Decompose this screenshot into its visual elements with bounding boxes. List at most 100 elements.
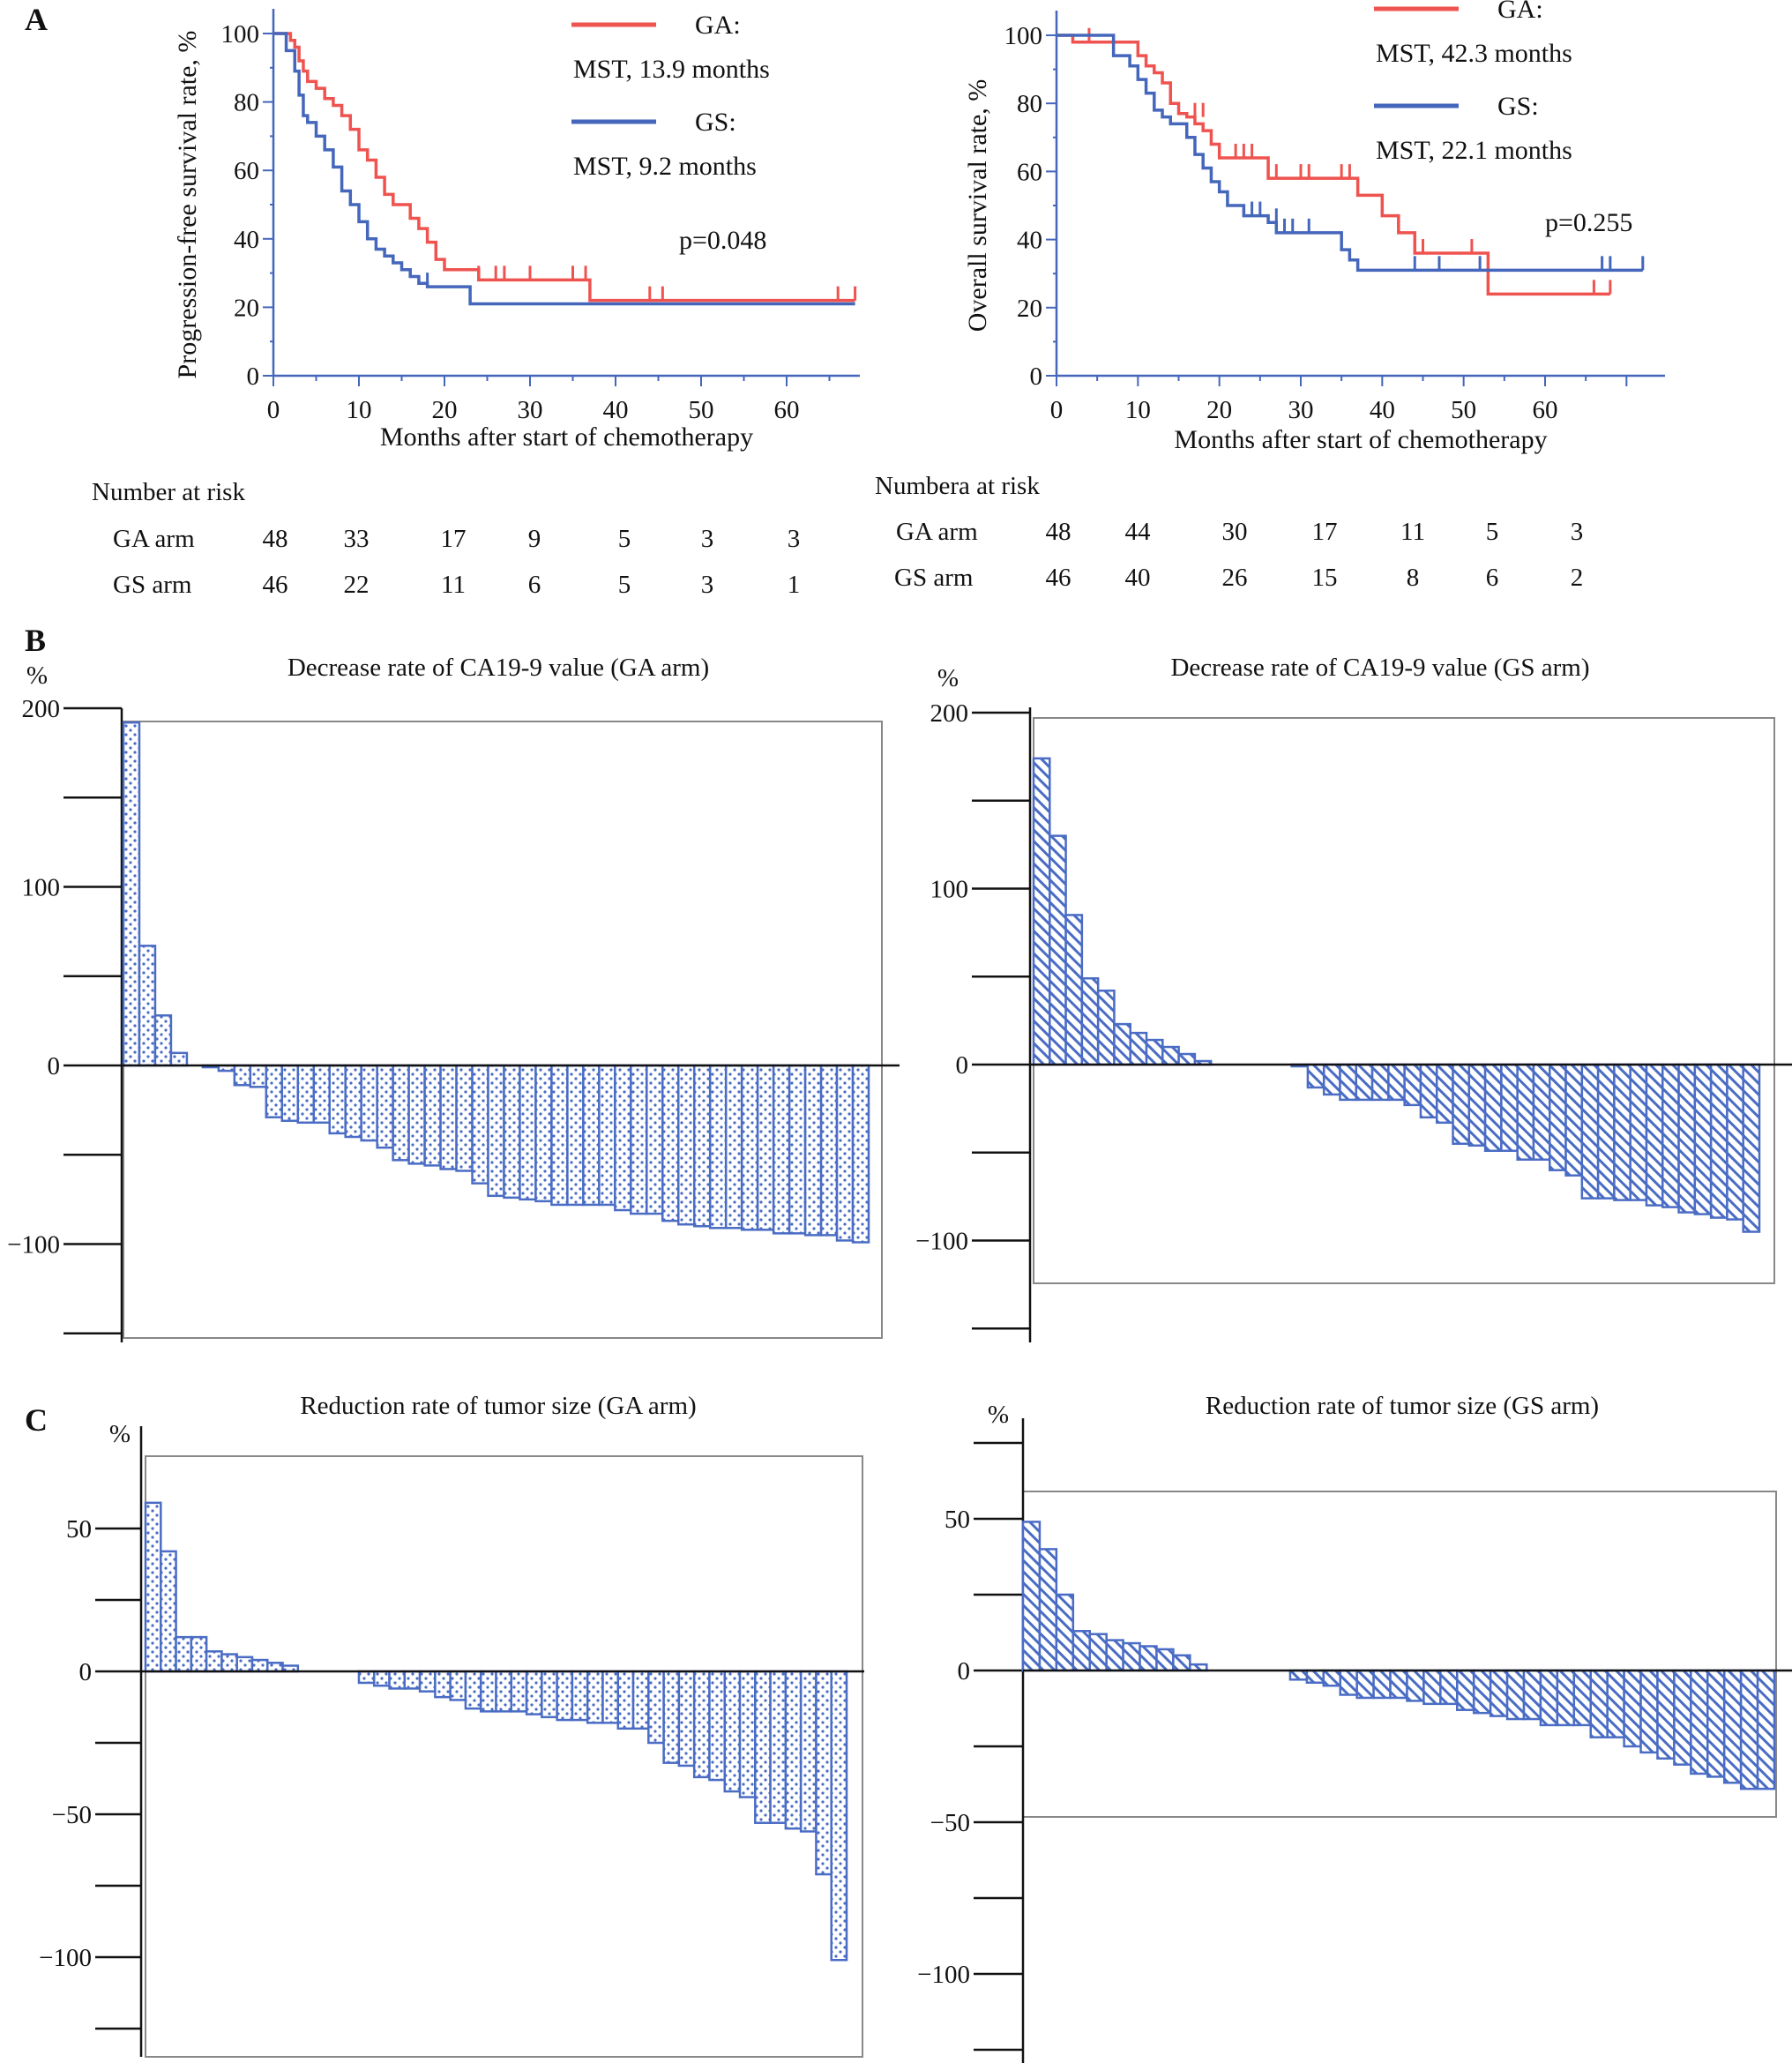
bar	[376, 1064, 394, 1149]
p-value: p=0.255	[1545, 208, 1632, 237]
bar	[1639, 1669, 1659, 1754]
bar	[754, 1670, 772, 1824]
risk-cell: 46	[263, 571, 288, 599]
bar	[1105, 1639, 1124, 1672]
y-tick-label: 200	[22, 695, 61, 723]
y-tick-label: 80	[234, 89, 259, 117]
risk-cell: 3	[701, 571, 714, 599]
risk-cell: 48	[263, 525, 288, 553]
bar	[392, 1064, 410, 1162]
y-tick-label: 50	[66, 1515, 92, 1544]
km-curve-gs	[273, 32, 855, 306]
bar	[598, 1064, 616, 1207]
bar	[312, 1064, 331, 1125]
km-curve-gs	[1057, 34, 1643, 273]
bar	[1355, 1669, 1375, 1700]
bar	[740, 1064, 759, 1231]
legend-mst: MST, 13.9 months	[573, 55, 770, 84]
y-tick-label: 100	[930, 876, 969, 904]
risk-cell: 22	[344, 571, 370, 599]
y-tick-label: −100	[39, 1944, 92, 1972]
bar	[160, 1550, 177, 1673]
y-tick-label: 0	[1030, 363, 1043, 391]
y-tick-label: −100	[7, 1231, 60, 1259]
bar	[582, 1064, 601, 1207]
bar	[510, 1670, 528, 1713]
y-tick-label: 20	[234, 294, 259, 322]
bar	[1406, 1669, 1425, 1702]
bar	[1661, 1063, 1680, 1208]
risk-cell: 1	[788, 571, 801, 599]
bar	[803, 1064, 823, 1237]
bar	[556, 1670, 574, 1722]
bar	[1139, 1645, 1158, 1672]
risk-cell: 5	[618, 571, 631, 599]
ca199-gs-chart: Decrease rate of CA19-9 value (GS arm)% 2…	[915, 654, 1792, 1342]
bar	[566, 1064, 585, 1207]
y-unit-label: %	[26, 662, 48, 690]
risk-cell: 6	[1486, 564, 1499, 592]
bar	[1096, 989, 1116, 1066]
y-tick-label: 0	[956, 1051, 969, 1080]
x-tick-label: 10	[1125, 396, 1151, 424]
risk-row-label: GS arm	[894, 564, 974, 592]
panel-label-b: B	[25, 623, 46, 658]
bar	[1038, 1548, 1058, 1672]
y-axis-title: Overall survival rate, %	[963, 79, 992, 333]
x-tick-label: 20	[1206, 396, 1232, 424]
risk-cell: 3	[1571, 518, 1584, 546]
y-tick-label: −50	[52, 1801, 92, 1829]
bar	[1548, 1063, 1567, 1171]
bar	[1155, 1648, 1175, 1672]
bar	[360, 1064, 378, 1142]
bar	[708, 1670, 726, 1782]
bar	[1489, 1669, 1509, 1717]
x-tick-label: 50	[689, 396, 714, 424]
bar	[1739, 1669, 1759, 1790]
bar	[1629, 1063, 1648, 1201]
tumor-gs-chart: Reduction rate of tumor size (GS arm)% 50…	[917, 1392, 1792, 2063]
risk-cell: 17	[441, 525, 467, 553]
x-tick-label: 10	[347, 396, 372, 424]
y-tick-label: −100	[917, 1961, 970, 1989]
bar	[1122, 1641, 1141, 1672]
legend-label: GA:	[695, 11, 741, 40]
panel-label-a: A	[25, 2, 48, 37]
bar	[1071, 1630, 1091, 1672]
bar	[830, 1670, 848, 1962]
p-value: p=0.048	[679, 226, 766, 255]
bar	[1435, 1063, 1454, 1125]
risk-cell: 40	[1125, 564, 1151, 592]
risk-table-title: Numbera at risk	[875, 472, 1040, 500]
bar	[819, 1064, 839, 1237]
bar	[403, 1670, 422, 1690]
bar	[534, 1064, 553, 1203]
y-tick-label: −50	[930, 1809, 970, 1837]
y-tick-label: 100	[221, 20, 260, 49]
bar	[388, 1670, 407, 1690]
bar	[799, 1670, 818, 1833]
y-tick-label: 60	[234, 157, 259, 185]
chart-title: Decrease rate of CA19-9 value (GS arm)	[1170, 654, 1589, 682]
bar	[1483, 1063, 1503, 1153]
risk-cell: 26	[1222, 564, 1248, 592]
y-tick-label: 0	[48, 1052, 61, 1080]
bar	[1677, 1063, 1697, 1214]
risk-cell: 46	[1046, 564, 1071, 592]
bar	[1129, 1031, 1148, 1066]
bar	[1456, 1669, 1475, 1711]
bar	[692, 1064, 712, 1228]
risk-cell: 9	[528, 525, 541, 553]
bar	[1726, 1063, 1744, 1221]
bar	[851, 1064, 870, 1244]
risk-row-label: GA arm	[113, 525, 195, 553]
risk-row-label: GS arm	[113, 571, 192, 599]
bar	[788, 1064, 807, 1235]
bar	[503, 1064, 521, 1200]
bar	[1339, 1669, 1358, 1696]
bar	[1419, 1063, 1438, 1119]
bar	[1088, 1633, 1108, 1672]
bar	[525, 1670, 543, 1715]
